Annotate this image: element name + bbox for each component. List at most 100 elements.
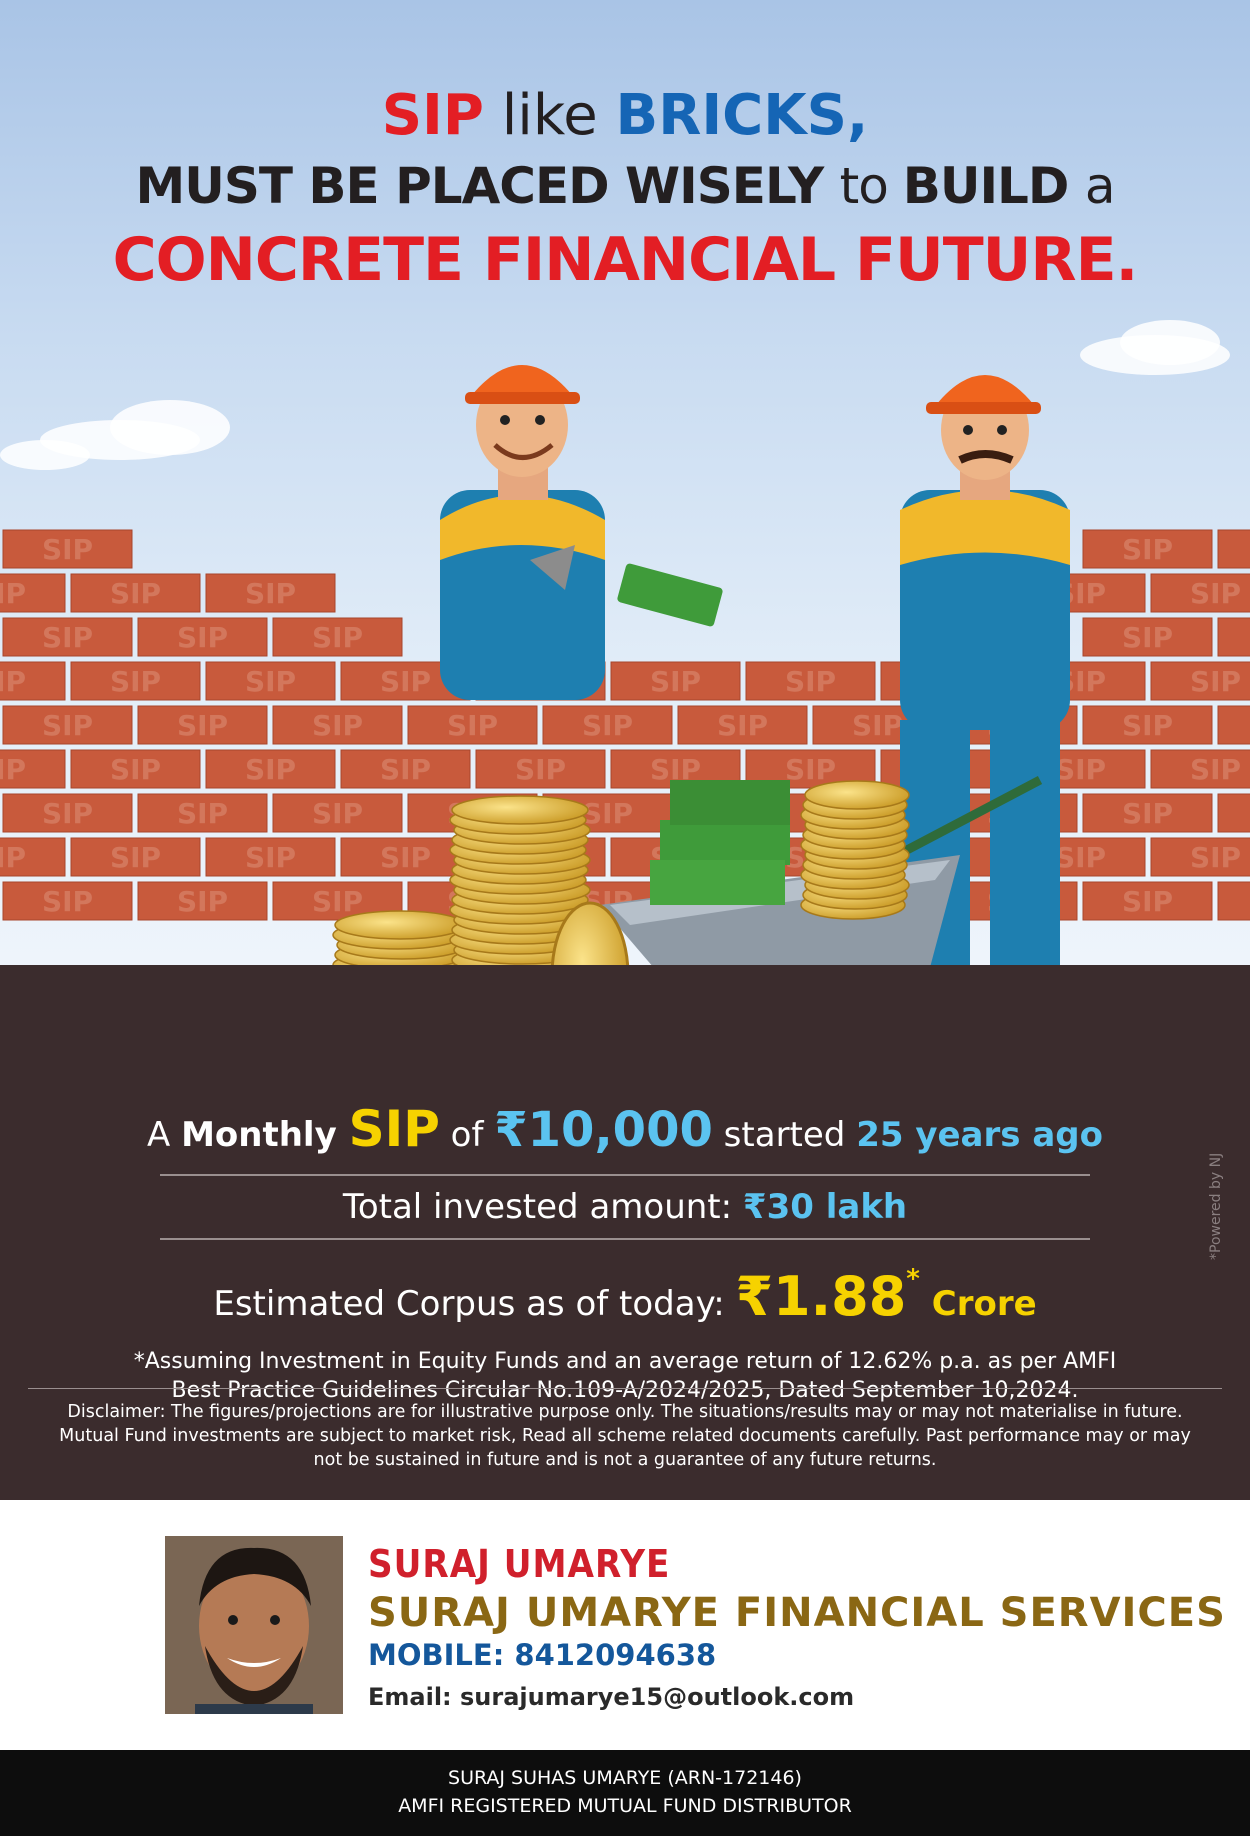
assumption-line-1: *Assuming Investment in Equity Funds and… — [133, 1349, 1117, 1374]
brick-label: SIP — [582, 797, 633, 830]
cloud — [0, 440, 90, 470]
brick-label: SIP — [1122, 621, 1173, 654]
brick: SIP — [137, 705, 268, 745]
disclaimer: Disclaimer: The figures/projections are … — [40, 1400, 1210, 1472]
brick: SIP — [1150, 837, 1250, 877]
brick: SIP — [137, 881, 268, 921]
brick-label: SIP — [312, 709, 363, 742]
cloud — [1120, 320, 1220, 365]
headline-sip: SIP — [381, 83, 484, 148]
corpus-row: Estimated Corpus as of today: ₹1.88* Cro… — [0, 1240, 1250, 1343]
brick: SIP — [1082, 705, 1213, 745]
coin — [451, 795, 589, 825]
disclaimer-line-1: Disclaimer: The figures/projections are … — [67, 1402, 1183, 1422]
brick-label: SIP — [312, 885, 363, 918]
coin — [334, 910, 466, 940]
brick-label: SIP — [245, 753, 296, 786]
brick-label: SIP — [1122, 709, 1173, 742]
brick-label: SIP — [447, 709, 498, 742]
brick-label: SIP — [0, 577, 26, 610]
brick: SIP — [1217, 793, 1250, 833]
brick: SIP — [340, 837, 471, 877]
disclaimer-line-2: Mutual Fund investments are subject to m… — [59, 1426, 1191, 1446]
text-monthly: Monthly — [181, 1115, 349, 1155]
brick: SIP — [272, 881, 403, 921]
brick: SIP — [70, 661, 201, 701]
brick-label: SIP — [1190, 753, 1241, 786]
brick: SIP — [70, 573, 201, 613]
divider — [160, 1174, 1090, 1176]
brick-label: SIP — [42, 885, 93, 918]
advisor-name: SURAJ UMARYE — [368, 1542, 671, 1586]
cloud — [110, 400, 230, 455]
brick-label: SIP — [1122, 885, 1173, 918]
brick-label: SIP — [1190, 841, 1241, 874]
divider — [28, 1388, 1222, 1389]
brick-label: SIP — [177, 621, 228, 654]
brick: SIP — [1217, 705, 1250, 745]
headline-like: like — [483, 83, 616, 148]
total-invested-label: Total invested amount: — [342, 1187, 743, 1227]
brick: SIP — [205, 837, 336, 877]
contact-card: SURAJ UMARYE SURAJ UMARYE FINANCIAL SERV… — [0, 1500, 1250, 1750]
brick: SIP — [137, 617, 268, 657]
brick-label: SIP — [0, 841, 26, 874]
brick: SIP — [2, 705, 133, 745]
headline-build: BUILD — [902, 157, 1085, 215]
brick-label: SIP — [380, 665, 431, 698]
headline-line-2: MUST BE PLACED WISELY to BUILD a — [0, 152, 1250, 220]
brick: SIP — [2, 529, 133, 569]
brick: SIP — [272, 705, 403, 745]
ground-panel — [0, 965, 1250, 1500]
brick: SIP — [677, 705, 808, 745]
amfi-line: AMFI REGISTERED MUTUAL FUND DISTRIBUTOR — [398, 1795, 852, 1817]
assumption-line-2: Best Practice Guidelines Circular No.109… — [171, 1378, 1079, 1403]
divider — [160, 1238, 1090, 1240]
brick-label: SIP — [0, 665, 26, 698]
brick-label: SIP — [0, 753, 26, 786]
person-portrait-icon — [165, 1536, 343, 1714]
brick-label: SIP — [582, 709, 633, 742]
brick-label: SIP — [110, 841, 161, 874]
brick-label: SIP — [42, 709, 93, 742]
brick: SIP — [340, 749, 471, 789]
brick: SIP — [1082, 793, 1213, 833]
headline-to: to — [839, 157, 903, 215]
brick-label: SIP — [717, 709, 768, 742]
brick-label: SIP — [380, 753, 431, 786]
worker-left-illustration — [440, 365, 723, 700]
brick: SIP — [2, 793, 133, 833]
brick-label: SIP — [42, 621, 93, 654]
monthly-sip-row: A Monthly SIP of ₹10,000 started 25 year… — [0, 1090, 1250, 1174]
brick-label: SIP — [1122, 797, 1173, 830]
headline-placed: MUST BE PLACED WISELY — [135, 157, 840, 215]
firm-name: SURAJ UMARYE FINANCIAL SERVICES — [368, 1590, 1226, 1636]
brick: SIP — [272, 793, 403, 833]
disclaimer-line-3: not be sustained in future and is not a … — [313, 1450, 937, 1470]
brick: SIP — [205, 749, 336, 789]
brick: SIP — [1082, 617, 1213, 657]
brick-label: SIP — [42, 533, 93, 566]
mobile-number[interactable]: MOBILE: 8412094638 — [368, 1638, 717, 1672]
brick-label: SIP — [515, 753, 566, 786]
brick: SIP — [407, 705, 538, 745]
brick-label: SIP — [177, 709, 228, 742]
brick: SIP — [2, 881, 133, 921]
powered-by-label: *Powered by NJ — [1208, 1152, 1224, 1260]
years-ago: 25 years ago — [856, 1115, 1103, 1155]
email-address[interactable]: Email: surajumarye15@outlook.com — [368, 1683, 855, 1711]
brick: SIP — [205, 573, 336, 613]
text-started: started — [712, 1115, 857, 1155]
brick-label: SIP — [110, 753, 161, 786]
brick: SIP — [542, 705, 673, 745]
brick: SIP — [0, 661, 66, 701]
brick-label: SIP — [380, 841, 431, 874]
brick: SIP — [0, 749, 66, 789]
arn-line: SURAJ SUHAS UMARYE (ARN-172146) — [448, 1767, 802, 1789]
brick: SIP — [137, 793, 268, 833]
footer-bar: SURAJ SUHAS UMARYE (ARN-172146) AMFI REG… — [0, 1750, 1250, 1836]
headline: SIP like BRICKS, MUST BE PLACED WISELY t… — [0, 80, 1250, 300]
brick-label: SIP — [110, 577, 161, 610]
corpus-label: Estimated Corpus as of today: — [213, 1284, 736, 1324]
brick-label: SIP — [245, 665, 296, 698]
